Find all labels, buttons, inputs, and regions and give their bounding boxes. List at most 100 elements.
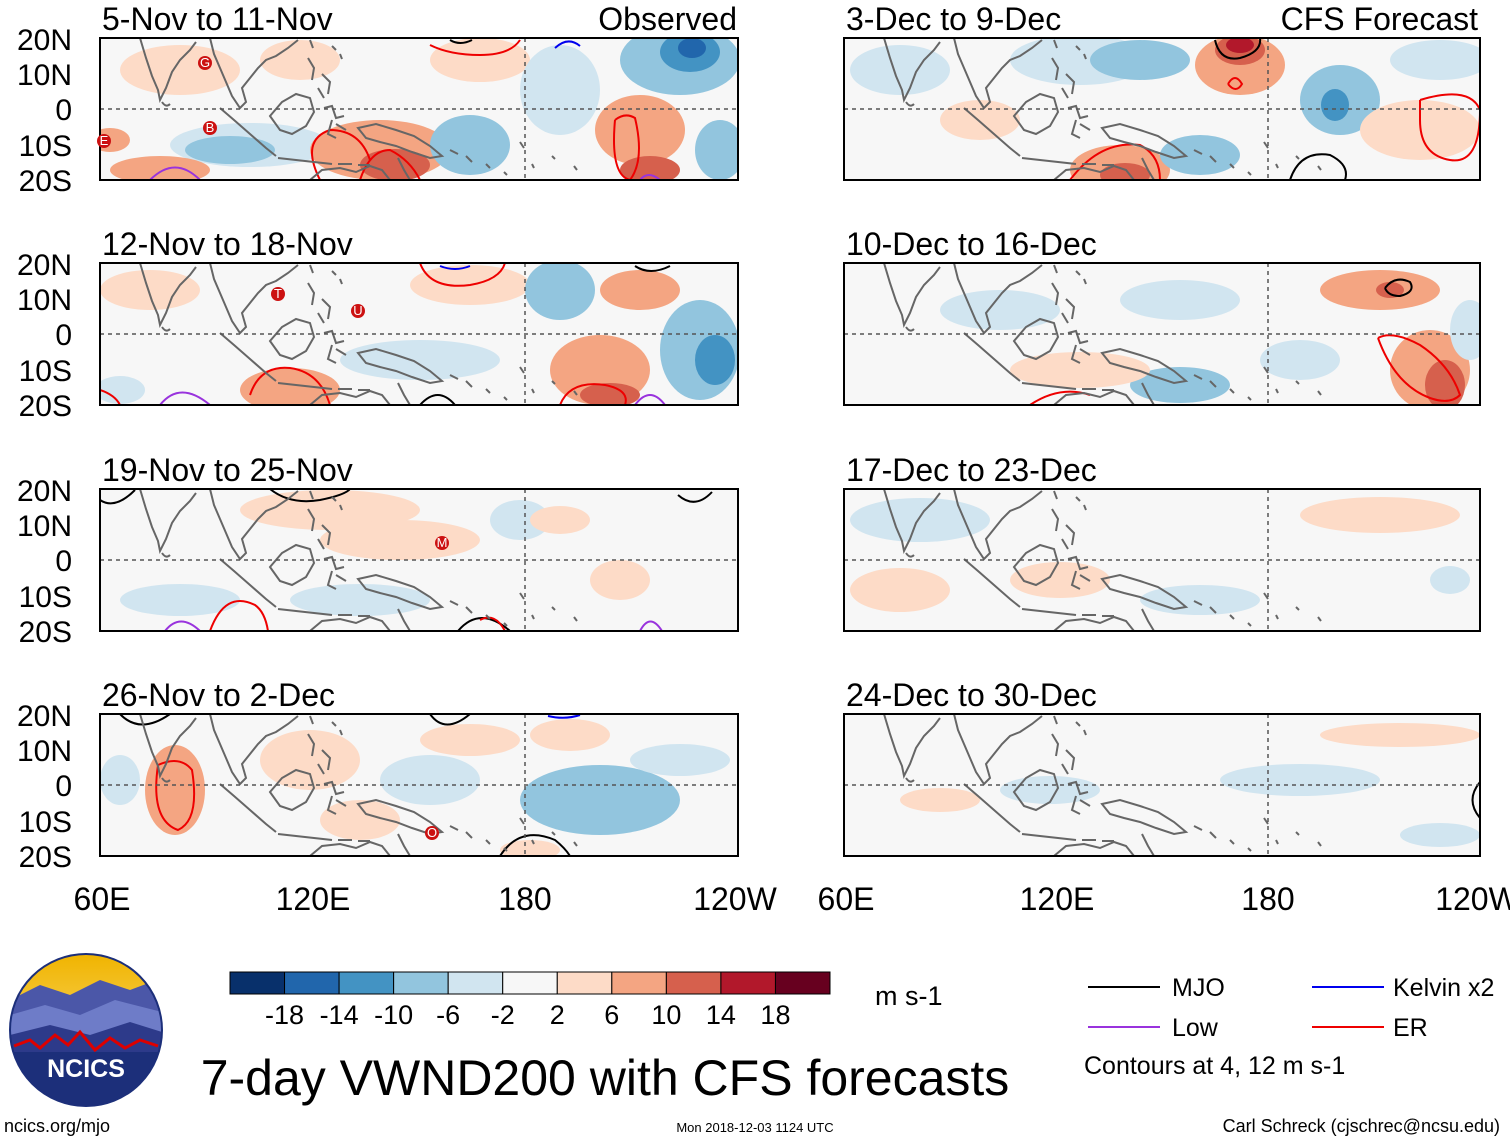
legend-mjo: MJO <box>1172 974 1225 1002</box>
lat-label: 20N <box>17 475 72 508</box>
panel-observed-4: 26-Nov to 2-Dec O <box>99 677 739 857</box>
legend: MJO Kelvin x2 Low ER Contours at 4, 12 m… <box>1084 974 1494 1080</box>
panel-forecast-1: 3-Dec to 9-Dec CFS Forecast <box>843 1 1481 181</box>
shading-field <box>100 38 738 180</box>
legend-low: Low <box>1172 1014 1219 1042</box>
panel-title: 26-Nov to 2-Dec <box>102 677 335 713</box>
svg-text:G: G <box>200 55 210 70</box>
colorbar-tick-label: 18 <box>760 1000 790 1030</box>
storm-marker: U <box>351 303 365 318</box>
svg-text:B: B <box>206 120 215 135</box>
colorbar-swatch <box>229 971 286 995</box>
panel-title: 10-Dec to 16-Dec <box>846 226 1097 262</box>
ncics-logo: NCICS <box>9 953 163 1107</box>
colorbar-swatch <box>502 971 558 995</box>
lat-label: 20N <box>17 249 72 282</box>
shading-field <box>100 263 738 405</box>
lat-label: 10N <box>17 59 72 92</box>
lat-label: 0 <box>55 545 72 578</box>
lon-label: 120W <box>693 881 777 917</box>
colorbar-swatch <box>447 971 504 995</box>
panel-title: 17-Dec to 23-Dec <box>846 452 1097 488</box>
storm-marker: G <box>198 55 212 70</box>
footer-timestamp: Mon 2018-12-03 1124 UTC <box>676 1120 833 1135</box>
panel-title: 24-Dec to 30-Dec <box>846 677 1097 713</box>
colorbar-swatch <box>611 971 667 995</box>
shading-field <box>844 38 1480 180</box>
lat-label: 0 <box>55 94 72 127</box>
panel-tag: Observed <box>598 1 737 37</box>
colorbar-tick-label: 14 <box>706 1000 736 1030</box>
lon-label: 180 <box>498 881 551 917</box>
colorbar-tick-label: -18 <box>265 1000 304 1030</box>
colorbar-tick-label: -6 <box>436 1000 460 1030</box>
lat-label: 10S <box>19 355 72 388</box>
panel-title: 19-Nov to 25-Nov <box>102 452 353 488</box>
colorbar-tick-label: 6 <box>604 1000 619 1030</box>
lon-axis-labels: 60E 120E 180 120W 60E 120E 180 120W <box>74 881 1510 917</box>
main-title: 7-day VWND200 with CFS forecasts <box>201 1050 1010 1106</box>
lat-label: 10S <box>19 130 72 163</box>
shading-field <box>100 714 738 856</box>
lat-label: 10N <box>17 284 72 317</box>
colorbar-swatch <box>665 971 722 995</box>
lat-label: 10S <box>19 806 72 839</box>
lon-label: 120E <box>276 881 351 917</box>
svg-text:O: O <box>427 825 437 840</box>
storm-marker: E <box>97 133 111 148</box>
legend-kelvin: Kelvin x2 <box>1393 974 1494 1002</box>
colorbar-swatch <box>393 971 449 995</box>
logo-text: NCICS <box>47 1055 125 1083</box>
shading-field <box>844 714 1480 856</box>
lat-label: 20S <box>19 165 72 198</box>
colorbar-swatch <box>338 971 395 995</box>
storm-marker: O <box>425 825 439 840</box>
lon-label: 180 <box>1241 881 1294 917</box>
panel-title: 12-Nov to 18-Nov <box>102 226 353 262</box>
colorbar-tick-label: -10 <box>374 1000 413 1030</box>
storm-marker: T <box>271 286 285 301</box>
colorbar-tick-label: -2 <box>491 1000 515 1030</box>
colorbar-swatch <box>556 971 613 995</box>
footer-url[interactable]: ncics.org/mjo <box>4 1116 110 1136</box>
colorbar-tick-label: 10 <box>651 1000 681 1030</box>
svg-text:U: U <box>353 303 362 318</box>
svg-text:M: M <box>437 535 448 550</box>
lon-label: 60E <box>74 881 131 917</box>
panel-forecast-3: 17-Dec to 23-Dec <box>843 452 1481 632</box>
lat-label: 20S <box>19 616 72 649</box>
lat-label: 0 <box>55 770 72 803</box>
svg-text:E: E <box>100 133 109 148</box>
shading-field <box>100 489 738 631</box>
colorbar-units: m s-1 <box>875 981 943 1011</box>
lat-label: 10N <box>17 510 72 543</box>
lat-label: 20S <box>19 390 72 423</box>
lat-label: 10N <box>17 735 72 768</box>
lat-label: 20N <box>17 24 72 57</box>
panel-title: 3-Dec to 9-Dec <box>846 1 1061 37</box>
lon-label: 120W <box>1435 881 1510 917</box>
lat-label: 20N <box>17 700 72 733</box>
lon-label: 60E <box>818 881 875 917</box>
panel-forecast-2: 10-Dec to 16-Dec <box>843 226 1481 406</box>
panel-observed-2: 12-Nov to 18-Nov <box>99 226 739 406</box>
panel-title: 5-Nov to 11-Nov <box>102 1 333 37</box>
colorbar-tick-label: -14 <box>320 1000 359 1030</box>
shading-field <box>844 263 1480 405</box>
storm-marker: M <box>435 535 449 550</box>
lon-label: 120E <box>1020 881 1095 917</box>
colorbar-swatch <box>284 971 340 995</box>
colorbar-tick-label: 2 <box>550 1000 565 1030</box>
legend-er: ER <box>1393 1014 1428 1042</box>
panel-tag: CFS Forecast <box>1281 1 1478 37</box>
colorbar: -18 -14 -10 -6 -2 2 6 10 14 18 <box>229 971 831 1030</box>
panel-forecast-4: 24-Dec to 30-Dec <box>843 677 1481 857</box>
colorbar-swatch <box>774 971 831 995</box>
panel-observed-3: 19-Nov to 25-Nov M <box>99 452 739 632</box>
panel-observed-1: 5-Nov to 11-Nov Observed <box>97 1 739 181</box>
svg-text:T: T <box>274 286 282 301</box>
shading-field <box>844 489 1480 631</box>
colorbar-swatch <box>720 971 776 995</box>
legend-note: Contours at 4, 12 m s-1 <box>1084 1052 1345 1080</box>
